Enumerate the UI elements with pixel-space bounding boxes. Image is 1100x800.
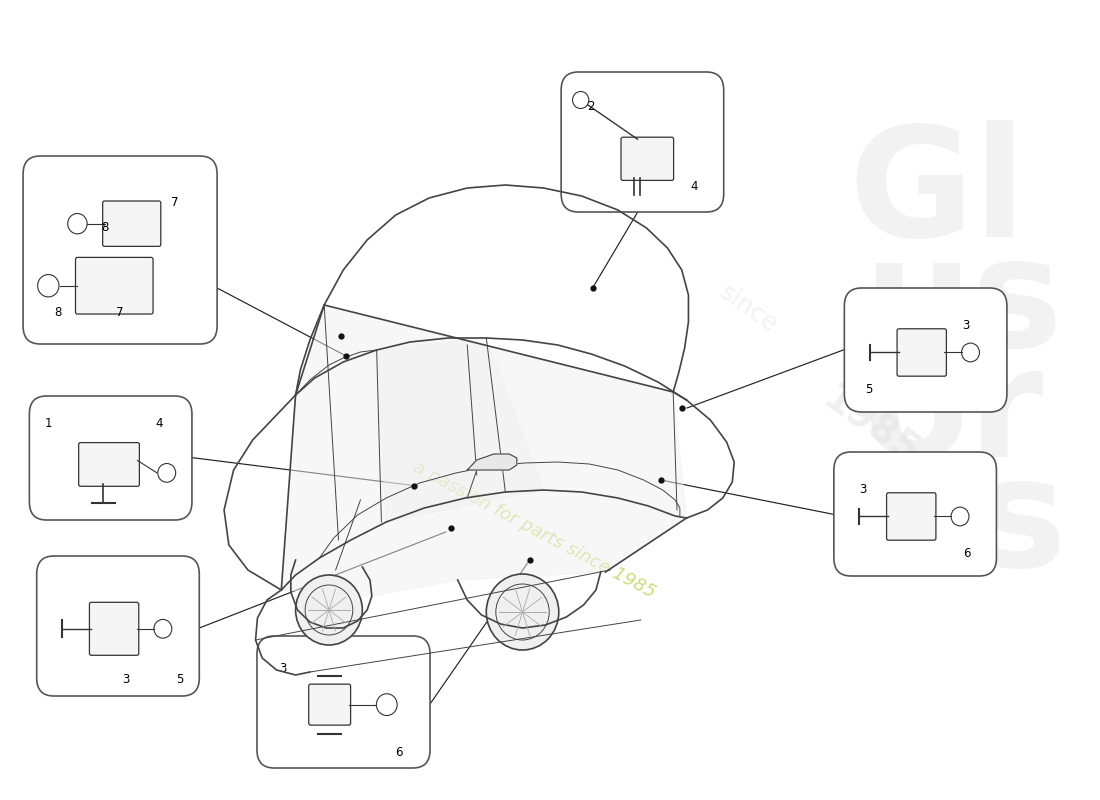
Circle shape (37, 274, 59, 297)
Text: 1: 1 (45, 417, 53, 430)
FancyBboxPatch shape (89, 602, 139, 655)
Text: 6: 6 (964, 547, 971, 560)
FancyBboxPatch shape (36, 556, 199, 696)
Text: or: or (862, 340, 1043, 489)
Text: 3: 3 (859, 482, 867, 496)
Circle shape (572, 91, 588, 109)
FancyBboxPatch shape (23, 156, 217, 344)
Text: 3: 3 (122, 673, 130, 686)
Text: es: es (872, 450, 1067, 599)
Polygon shape (468, 454, 517, 470)
FancyBboxPatch shape (621, 138, 673, 180)
Polygon shape (282, 305, 686, 596)
FancyBboxPatch shape (76, 258, 153, 314)
FancyBboxPatch shape (887, 493, 936, 540)
FancyBboxPatch shape (102, 201, 161, 246)
Circle shape (154, 619, 172, 638)
Text: 8: 8 (101, 221, 108, 234)
Circle shape (961, 343, 979, 362)
Text: 1985: 1985 (815, 380, 925, 473)
Text: us: us (862, 230, 1063, 379)
Circle shape (296, 575, 362, 645)
Circle shape (486, 574, 559, 650)
FancyBboxPatch shape (257, 636, 430, 768)
Text: 7: 7 (117, 306, 124, 318)
Text: 6: 6 (395, 746, 403, 758)
FancyBboxPatch shape (30, 396, 191, 520)
Text: 8: 8 (54, 306, 62, 318)
Text: since: since (715, 280, 782, 337)
Text: 5: 5 (865, 383, 872, 396)
Polygon shape (376, 338, 543, 522)
Text: a passion for parts since 1985: a passion for parts since 1985 (409, 458, 658, 602)
FancyBboxPatch shape (845, 288, 1007, 412)
Text: 2: 2 (586, 101, 594, 114)
Text: 4: 4 (156, 417, 163, 430)
FancyBboxPatch shape (309, 684, 351, 725)
Text: 5: 5 (176, 673, 184, 686)
Text: 3: 3 (279, 662, 287, 675)
FancyBboxPatch shape (834, 452, 997, 576)
Text: 3: 3 (962, 318, 970, 332)
Circle shape (952, 507, 969, 526)
FancyBboxPatch shape (898, 329, 946, 376)
Text: 7: 7 (170, 197, 178, 210)
Circle shape (376, 694, 397, 715)
FancyBboxPatch shape (79, 442, 140, 486)
Circle shape (157, 463, 176, 482)
FancyBboxPatch shape (561, 72, 724, 212)
Text: Gl: Gl (848, 120, 1026, 269)
Circle shape (68, 214, 87, 234)
Text: 4: 4 (691, 180, 698, 194)
